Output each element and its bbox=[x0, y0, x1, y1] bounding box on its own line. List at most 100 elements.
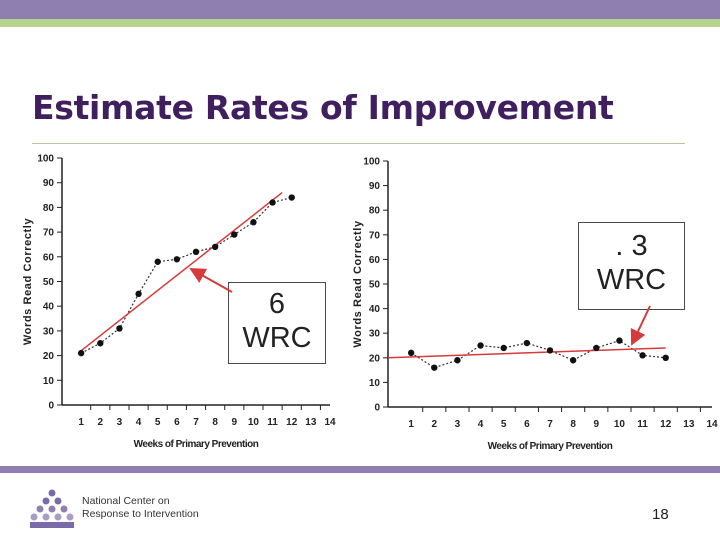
right-chart-x-tick-label: 1 bbox=[408, 419, 414, 430]
left-chart-y-tick-label: 20 bbox=[43, 351, 55, 362]
left-chart-data-point bbox=[173, 256, 181, 263]
left-chart-y-tick-label: 30 bbox=[43, 326, 55, 337]
right-chart-data-point bbox=[639, 352, 646, 359]
organization-name: National Center on Response to Intervent… bbox=[82, 495, 199, 521]
right-chart-x-tick-label: 12 bbox=[660, 419, 672, 430]
left-chart-x-tick-label: 3 bbox=[117, 417, 123, 428]
left-chart-x-tick-label: 12 bbox=[286, 417, 298, 428]
left-chart-data-point bbox=[269, 199, 276, 206]
left-chart-y-tick-label: 80 bbox=[43, 203, 55, 214]
left-chart-data-point bbox=[154, 258, 161, 265]
left-chart-x-tick-label: 14 bbox=[324, 417, 336, 428]
right-chart-y-tick-label: 20 bbox=[369, 353, 381, 364]
right-chart-data-point bbox=[500, 344, 507, 352]
left-chart-y-tick-label: 10 bbox=[43, 376, 55, 387]
right-chart-x-tick-label: 8 bbox=[570, 419, 576, 430]
right-chart-y-tick-label: 30 bbox=[369, 329, 381, 340]
right-chart-data-point bbox=[662, 354, 669, 361]
left-chart-x-tick-label: 5 bbox=[155, 417, 161, 428]
left-chart-data-line bbox=[80, 196, 292, 354]
left-annotation-unit: WRC bbox=[242, 322, 312, 354]
right-chart-y-axis-title: Words Read Correctly bbox=[352, 220, 364, 348]
org-line-1: National Center on bbox=[82, 495, 170, 507]
right-chart-y-tick-label: 90 bbox=[369, 181, 381, 192]
org-line-2: Response to Intervention bbox=[82, 508, 199, 520]
left-chart-x-tick-label: 11 bbox=[267, 417, 278, 428]
right-chart-x-tick-label: 9 bbox=[594, 419, 600, 430]
left-annotation-box: 6 WRC bbox=[228, 282, 326, 364]
left-chart-x-tick-label: 13 bbox=[305, 417, 317, 428]
right-chart-data-point bbox=[407, 349, 415, 357]
right-chart-y-tick-label: 70 bbox=[369, 230, 381, 241]
left-annotation-value: 6 bbox=[268, 288, 286, 320]
ncrti-logo-icon bbox=[30, 489, 74, 528]
right-chart-y-tick-label: 0 bbox=[374, 403, 380, 414]
left-chart-y-axis-title: Words Read Correctly bbox=[22, 218, 34, 346]
left-chart-data-point bbox=[116, 325, 123, 332]
left-chart-y-tick-label: 40 bbox=[43, 302, 55, 313]
page-number: 18 bbox=[652, 506, 669, 523]
right-chart-data-point bbox=[616, 337, 623, 344]
left-annotation-arrow bbox=[189, 268, 233, 293]
left-chart-data-point bbox=[135, 290, 142, 298]
slide-title: Estimate Rates of Improvement bbox=[32, 88, 614, 127]
left-chart-y-tick-label: 70 bbox=[43, 228, 55, 239]
left-chart-x-tick-label: 4 bbox=[136, 417, 142, 428]
right-chart-x-tick-label: 5 bbox=[501, 419, 507, 430]
left-chart-y-tick-label: 90 bbox=[43, 178, 55, 189]
right-annotation-box: . 3 WRC bbox=[578, 222, 685, 310]
right-chart-data-point bbox=[569, 357, 577, 364]
left-chart-data-point bbox=[231, 231, 238, 238]
right-chart-x-tick-label: 2 bbox=[432, 419, 438, 430]
left-chart-y-tick-label: 0 bbox=[48, 401, 54, 412]
top-accent-band bbox=[0, 19, 720, 27]
right-chart-y-tick-label: 10 bbox=[369, 378, 381, 389]
left-chart-y-tick-label: 100 bbox=[37, 154, 54, 165]
right-chart-x-tick-label: 6 bbox=[524, 419, 530, 430]
left-chart-x-tick-label: 10 bbox=[248, 417, 260, 428]
right-chart-x-tick-label: 7 bbox=[547, 419, 553, 430]
right-chart-data-point bbox=[523, 339, 531, 347]
left-chart-data-point bbox=[288, 194, 295, 201]
right-chart-y-tick-label: 60 bbox=[369, 255, 381, 266]
right-chart-x-tick-label: 3 bbox=[455, 419, 461, 430]
left-chart-y-tick-label: 50 bbox=[43, 277, 55, 288]
right-chart-data-point bbox=[454, 357, 461, 364]
top-band bbox=[0, 0, 720, 19]
left-chart-x-tick-label: 8 bbox=[212, 417, 218, 428]
left-chart-data-point bbox=[192, 248, 200, 256]
left-chart-data-point bbox=[97, 340, 104, 347]
left-chart-trend-line bbox=[80, 191, 283, 352]
right-chart-data-point bbox=[546, 347, 554, 354]
left-chart-x-tick-label: 2 bbox=[98, 417, 104, 428]
right-chart-y-tick-label: 40 bbox=[369, 304, 381, 315]
right-chart-x-tick-label: 14 bbox=[706, 419, 718, 430]
right-chart-x-tick-label: 10 bbox=[614, 419, 626, 430]
right-chart-data-point bbox=[431, 364, 438, 371]
left-chart-data-point bbox=[77, 349, 85, 357]
right-chart-x-tick-label: 11 bbox=[637, 419, 648, 430]
left-chart-data-point bbox=[211, 243, 219, 251]
left-chart-x-tick-label: 6 bbox=[174, 417, 180, 428]
right-chart-trend-line bbox=[387, 347, 666, 359]
right-chart-y-tick-label: 100 bbox=[363, 157, 380, 168]
right-chart-x-tick-label: 4 bbox=[478, 419, 484, 430]
left-chart-x-tick-label: 1 bbox=[78, 417, 84, 428]
right-annotation-value: . 3 bbox=[615, 230, 648, 262]
right-chart-x-axis-title: Weeks of Primary Prevention bbox=[488, 441, 613, 452]
right-chart-y-tick-label: 50 bbox=[369, 280, 381, 291]
left-chart-x-axis-title: Weeks of Primary Prevention bbox=[134, 439, 259, 450]
right-annotation-unit: WRC bbox=[596, 264, 667, 296]
title-rule bbox=[32, 143, 685, 144]
left-chart-y-tick-label: 60 bbox=[43, 252, 55, 263]
left-chart-data-point bbox=[250, 219, 257, 226]
bottom-band bbox=[0, 466, 720, 473]
left-chart-x-tick-label: 9 bbox=[232, 417, 238, 428]
right-chart-data-point bbox=[593, 344, 600, 352]
right-chart-y-tick-label: 80 bbox=[369, 206, 381, 217]
right-chart-data-point bbox=[477, 342, 484, 349]
left-chart-x-tick-label: 7 bbox=[193, 417, 199, 428]
